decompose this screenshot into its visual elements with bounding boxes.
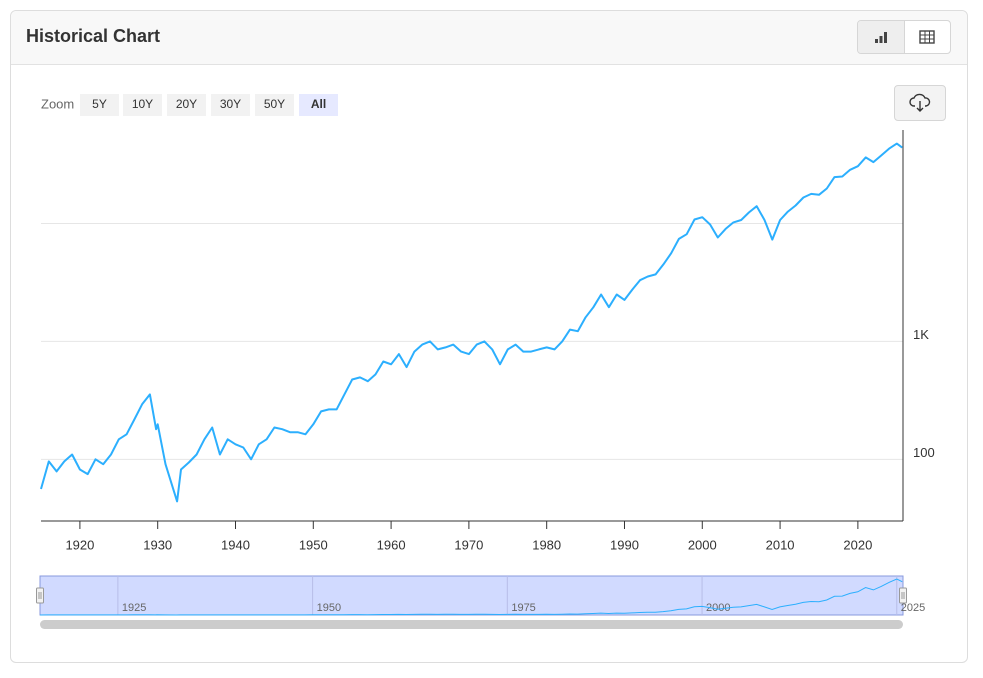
x-tick-label: 1980: [532, 537, 561, 552]
x-tick-label: 2020: [843, 537, 872, 552]
table-view-button[interactable]: [905, 21, 951, 53]
x-tick-label: 1920: [65, 537, 94, 552]
y-tick-label: 100: [913, 445, 935, 460]
download-button[interactable]: [894, 85, 946, 121]
zoom-option[interactable]: 50Y: [264, 97, 285, 111]
zoom-button[interactable]: [167, 94, 206, 116]
zoom-button[interactable]: [255, 94, 294, 116]
zoom-button[interactable]: [299, 94, 338, 116]
navigator-tick-label: 2000: [706, 602, 730, 614]
zoom-button[interactable]: [123, 94, 162, 116]
navigator-handle[interactable]: [36, 587, 44, 604]
navigator-tick-label: 1975: [511, 602, 535, 614]
navigator-mask[interactable]: [39, 575, 904, 616]
zoom-option[interactable]: 10Y: [132, 97, 153, 111]
chart-view-button[interactable]: [858, 21, 905, 53]
x-tick-label: 1940: [221, 537, 250, 552]
zoom-button[interactable]: [211, 94, 250, 116]
x-tick-label: 1930: [143, 537, 172, 552]
x-tick-label: 1970: [454, 537, 483, 552]
zoom-option[interactable]: 5Y: [92, 97, 107, 111]
card-header: Historical Chart: [11, 11, 967, 65]
zoom-option[interactable]: 20Y: [176, 97, 197, 111]
navigator-line: [39, 578, 903, 616]
price-line: [40, 142, 903, 503]
zoom-label: Zoom: [41, 96, 74, 111]
zoom-button[interactable]: [80, 94, 119, 116]
zoom-option[interactable]: All: [311, 97, 326, 111]
x-tick-label: 1950: [299, 537, 328, 552]
x-tick-label: 2010: [766, 537, 795, 552]
navigator-tick-label: 1925: [122, 602, 146, 614]
navigator-tick-label: 1950: [317, 602, 341, 614]
y-tick-label: 1K: [913, 327, 929, 342]
x-tick-label: 2000: [688, 537, 717, 552]
x-tick-label: 1990: [610, 537, 639, 552]
scrollbar[interactable]: [40, 620, 903, 629]
navigator-tick-label: 2025: [901, 602, 925, 614]
navigator-handle[interactable]: [899, 587, 907, 604]
chart-card: Historical Chart: [10, 10, 968, 663]
zoom-option[interactable]: 30Y: [220, 97, 241, 111]
view-toggle: [857, 20, 951, 54]
x-tick-label: 1960: [377, 537, 406, 552]
card-title: Historical Chart: [26, 26, 161, 46]
